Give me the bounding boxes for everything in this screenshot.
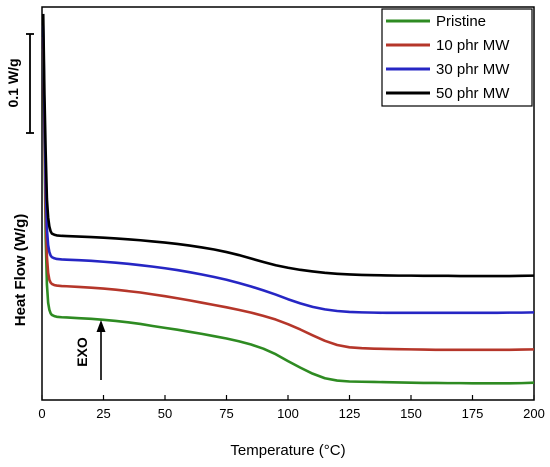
x-tick-label: 100 bbox=[277, 406, 299, 421]
x-axis-title: Temperature (°C) bbox=[230, 442, 345, 459]
series-line-3 bbox=[41, 13, 535, 278]
x-tick-label: 50 bbox=[158, 406, 172, 421]
x-tick-label: 150 bbox=[400, 406, 422, 421]
x-tick-label: 25 bbox=[96, 406, 110, 421]
series-line-0 bbox=[41, 48, 535, 385]
x-axis: 0 25 50 75 100 125 150 175 200 bbox=[38, 395, 545, 421]
series-layer bbox=[41, 13, 535, 385]
legend-label-3: 50 phr MW bbox=[436, 85, 510, 102]
x-tick-label: 200 bbox=[523, 406, 545, 421]
legend-label-2: 30 phr MW bbox=[436, 61, 510, 78]
x-tick-label: 125 bbox=[339, 406, 361, 421]
exo-indicator: EXO bbox=[74, 320, 106, 380]
scale-bar: 0.1 W/g bbox=[5, 33, 34, 134]
y-axis-title: Heat Flow (W/g) bbox=[12, 214, 29, 327]
legend-label-0: Pristine bbox=[436, 13, 486, 30]
scale-bar-label: 0.1 W/g bbox=[5, 58, 21, 107]
x-tick-label: 75 bbox=[219, 406, 233, 421]
legend-entries: Pristine 10 phr MW 30 phr MW 50 phr MW bbox=[386, 13, 510, 102]
series-line-1 bbox=[41, 37, 535, 352]
exo-arrow-head-icon bbox=[96, 320, 106, 332]
legend: Pristine 10 phr MW 30 phr MW 50 phr MW bbox=[381, 8, 533, 107]
x-tick-label: 175 bbox=[462, 406, 484, 421]
series-line-2 bbox=[41, 25, 535, 315]
legend-box bbox=[381, 8, 533, 107]
x-tick-label: 0 bbox=[38, 406, 45, 421]
legend-label-1: 10 phr MW bbox=[436, 37, 510, 54]
exo-label: EXO bbox=[74, 337, 90, 367]
